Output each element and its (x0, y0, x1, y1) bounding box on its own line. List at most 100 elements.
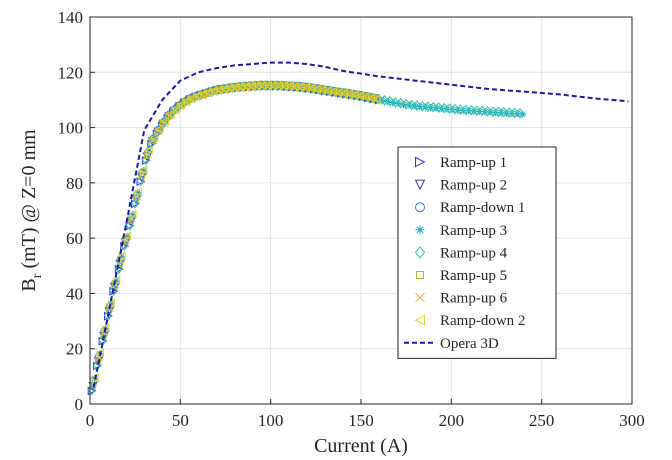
data-point (472, 105, 481, 117)
data-point (391, 96, 400, 108)
y-tick-label: 40 (66, 284, 83, 303)
data-point (143, 150, 152, 159)
x-tick-label: 250 (529, 411, 555, 430)
series-ramp-down-1 (89, 80, 380, 386)
data-point (112, 277, 120, 285)
data-point (504, 107, 514, 119)
legend-label: Ramp-up 6 (440, 291, 508, 307)
data-point (154, 124, 164, 134)
data-point (181, 96, 191, 106)
data-point (450, 103, 460, 115)
data-point (466, 104, 476, 116)
legend-item: Ramp-up 6 (415, 291, 508, 307)
legend-label: Ramp-down 2 (440, 313, 525, 329)
x-axis-label: Current (A) (314, 435, 408, 457)
legend-label: Ramp-up 5 (440, 268, 507, 284)
legend-item: Ramp-up 5 (416, 268, 507, 284)
data-point (122, 231, 132, 241)
x-tick-label: 300 (619, 411, 645, 430)
series-ramp-up-2 (88, 81, 379, 391)
data-point (128, 211, 137, 219)
data-point (401, 98, 411, 110)
data-point (165, 109, 175, 119)
data-point (407, 99, 416, 111)
data-marks (87, 61, 629, 396)
y-tick-label: 0 (75, 395, 84, 414)
data-point (434, 102, 443, 114)
data-point (127, 214, 136, 223)
y-axis-label-rest: (mT) @ Z=0 mm (18, 129, 40, 274)
legend-label: Ramp-up 4 (440, 245, 508, 261)
data-point (111, 280, 120, 289)
data-point (192, 91, 202, 101)
legend-swatch (414, 246, 426, 259)
legend-item: Ramp-down 1 (415, 200, 525, 216)
data-point (138, 170, 147, 179)
data-point (483, 105, 492, 117)
legend-item: Ramp-up 2 (414, 178, 507, 194)
data-point (423, 101, 433, 113)
data-point (118, 253, 126, 261)
data-point (123, 232, 131, 241)
y-tick-label: 140 (58, 8, 84, 27)
data-point (87, 384, 97, 396)
data-point (494, 106, 503, 118)
data-point (461, 104, 471, 116)
legend-swatch (415, 156, 426, 168)
data-point (134, 189, 142, 197)
data-point (145, 147, 153, 155)
legend-label: Ramp-up 1 (440, 155, 507, 171)
data-point (488, 106, 498, 118)
series-ramp-up-5 (89, 81, 378, 389)
data-point (133, 187, 142, 197)
data-point (139, 167, 147, 175)
y-axis-label-main: B (18, 278, 40, 291)
legend-swatch (414, 179, 426, 191)
data-point (171, 104, 180, 114)
data-point (133, 192, 141, 201)
data-point (198, 89, 208, 99)
data-point (268, 81, 278, 90)
data-point (176, 100, 186, 110)
y-tick-label: 120 (58, 63, 84, 82)
data-point (257, 81, 267, 90)
legend-item: Opera 3D (404, 336, 499, 352)
data-point (252, 81, 262, 91)
legend-item: Ramp-down 2 (414, 313, 525, 329)
data-point (499, 106, 508, 118)
x-tick-label: 150 (348, 411, 374, 430)
data-point (380, 94, 389, 106)
legend-label: Ramp-up 2 (440, 178, 507, 194)
data-point (477, 105, 487, 117)
data-point (203, 88, 213, 98)
data-point (187, 93, 197, 103)
x-tick-label: 100 (258, 411, 284, 430)
data-point (116, 251, 126, 261)
legend-label: Ramp-up 3 (440, 223, 507, 239)
data-point (147, 137, 156, 149)
legend-label: Opera 3D (440, 336, 499, 352)
legend-swatch (416, 271, 424, 279)
data-point (439, 102, 449, 114)
data-point (89, 373, 99, 383)
y-tick-label: 100 (58, 119, 84, 138)
y-axis-label-subscript: r (30, 273, 45, 278)
axis-ticks: 0 50 100 150 200 250 300 0 20 40 60 80 100 120 140 (58, 8, 645, 430)
data-point (114, 263, 124, 274)
data-point (107, 300, 115, 308)
legend-item: Ramp-up 1 (415, 155, 507, 171)
series-ramp-down-2 (89, 81, 381, 383)
x-tick-label: 0 (86, 411, 95, 430)
data-point (127, 209, 137, 219)
data-point (418, 100, 427, 112)
legend-label: Ramp-down 1 (440, 200, 525, 216)
legend-item: Ramp-up 4 (414, 245, 508, 261)
data-point (263, 81, 273, 90)
legend-swatch (415, 202, 425, 213)
y-tick-label: 20 (66, 340, 83, 359)
y-tick-label: 80 (66, 174, 83, 193)
data-point (160, 116, 170, 126)
legend: Ramp-up 1 Ramp-up 2 Ramp-down 1 Ramp-up 3 Ra… (397, 146, 557, 359)
data-point (515, 107, 525, 119)
